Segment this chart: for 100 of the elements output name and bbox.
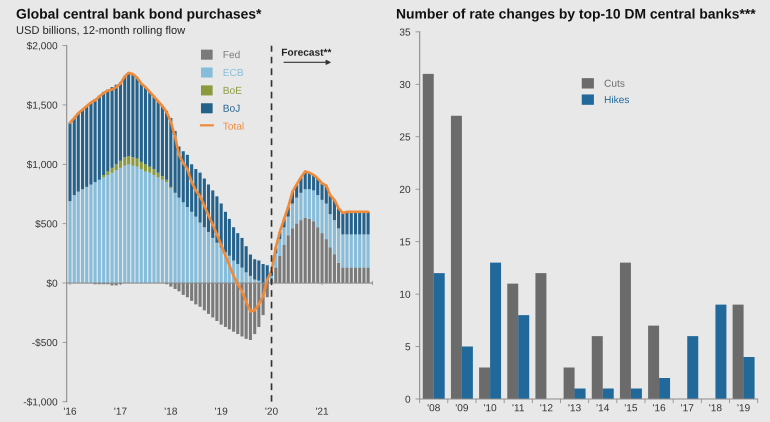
bar bbox=[76, 192, 80, 284]
bar bbox=[182, 283, 185, 295]
bar bbox=[211, 283, 214, 318]
bar bbox=[106, 90, 110, 172]
bar bbox=[535, 273, 546, 399]
bar bbox=[479, 368, 490, 399]
bar bbox=[114, 164, 118, 170]
bar bbox=[362, 268, 366, 284]
bar bbox=[362, 234, 366, 268]
bar bbox=[308, 189, 311, 219]
bar bbox=[462, 346, 473, 399]
bar bbox=[165, 182, 168, 284]
bar bbox=[240, 268, 244, 284]
bar bbox=[564, 368, 575, 399]
legend-label: Total bbox=[223, 122, 244, 130]
bar bbox=[228, 283, 231, 330]
bar bbox=[106, 171, 110, 175]
legend-label: Cuts bbox=[604, 80, 625, 87]
bar bbox=[262, 264, 265, 284]
bar bbox=[140, 162, 143, 170]
bar bbox=[295, 224, 298, 284]
x-tick-label: '08 bbox=[428, 404, 440, 412]
bar bbox=[85, 186, 88, 284]
x-tick-label: '19 bbox=[738, 404, 750, 412]
bar bbox=[102, 174, 106, 178]
y-tick-label: 25 bbox=[400, 133, 410, 141]
legend-label: BoJ bbox=[224, 104, 240, 112]
y-tick-label: -$1,000 bbox=[24, 398, 58, 407]
bar bbox=[345, 234, 349, 268]
x-tick-label: '10 bbox=[484, 404, 496, 412]
bar bbox=[422, 74, 434, 399]
bar bbox=[165, 180, 168, 182]
bar bbox=[160, 180, 164, 284]
bar bbox=[358, 234, 362, 268]
x-tick-label: '09 bbox=[456, 404, 468, 412]
bar bbox=[135, 166, 139, 284]
bar bbox=[194, 283, 198, 304]
bar bbox=[135, 78, 139, 158]
bar bbox=[85, 106, 88, 187]
bar bbox=[648, 326, 660, 399]
x-tick-label: '20 bbox=[265, 408, 278, 415]
bar bbox=[118, 160, 122, 168]
bar bbox=[215, 283, 218, 322]
bar bbox=[174, 283, 177, 289]
bar bbox=[106, 174, 110, 284]
bar bbox=[304, 189, 307, 218]
y-tick-label: 35 bbox=[400, 28, 410, 36]
bar bbox=[232, 283, 236, 332]
bar bbox=[110, 87, 114, 168]
legend-label: BoE bbox=[224, 86, 242, 94]
bar bbox=[198, 283, 202, 307]
bar bbox=[630, 388, 642, 399]
x-tick-label: '14 bbox=[596, 404, 610, 412]
bar bbox=[490, 262, 502, 399]
bar bbox=[224, 283, 227, 327]
y-tick-label: $2,000 bbox=[26, 42, 58, 51]
legend-label: ECB bbox=[224, 68, 244, 76]
x-tick-label: '16 bbox=[652, 404, 666, 412]
x-tick-label: '11 bbox=[512, 404, 524, 412]
y-tick-label: -$500 bbox=[32, 338, 58, 347]
y-tick-label: $1,000 bbox=[26, 160, 58, 170]
bar bbox=[350, 234, 353, 268]
bar bbox=[114, 84, 118, 164]
y-tick-label: 10 bbox=[400, 290, 410, 298]
y-tick-label: $1,500 bbox=[26, 101, 58, 110]
bar bbox=[160, 106, 164, 176]
bar bbox=[89, 184, 92, 284]
bar bbox=[687, 336, 698, 399]
chart-subtitle: USD billions, 12-month rolling flow bbox=[16, 26, 186, 36]
bar bbox=[345, 212, 349, 234]
y-tick-label: $500 bbox=[35, 220, 58, 228]
x-tick-label: '17 bbox=[681, 404, 694, 412]
bar bbox=[156, 177, 160, 284]
bar bbox=[602, 388, 614, 399]
x-tick-label: '12 bbox=[540, 404, 553, 412]
bar bbox=[123, 76, 126, 158]
bar bbox=[304, 218, 307, 284]
bar bbox=[114, 170, 118, 284]
bar bbox=[148, 172, 152, 284]
x-tick-label: '21 bbox=[316, 408, 328, 415]
bar bbox=[299, 192, 302, 220]
x-tick-label: '15 bbox=[624, 404, 638, 412]
bar bbox=[177, 283, 181, 292]
bar bbox=[345, 268, 349, 284]
bar bbox=[620, 262, 631, 399]
x-tick-label: '18 bbox=[709, 404, 722, 412]
y-tick-label: 20 bbox=[400, 186, 410, 193]
bar bbox=[127, 156, 130, 164]
bar bbox=[123, 165, 126, 284]
x-tick-label: '18 bbox=[164, 408, 177, 415]
chart-title: Number of rate changes by top-10 DM central banks*** bbox=[396, 8, 756, 22]
bar bbox=[94, 182, 97, 284]
bar bbox=[358, 212, 362, 234]
bar bbox=[592, 336, 603, 399]
bar bbox=[507, 284, 518, 399]
y-tick-label: 5 bbox=[405, 343, 410, 350]
bar bbox=[110, 168, 114, 173]
bar bbox=[98, 180, 101, 284]
bar bbox=[350, 212, 353, 234]
bar bbox=[202, 283, 206, 310]
